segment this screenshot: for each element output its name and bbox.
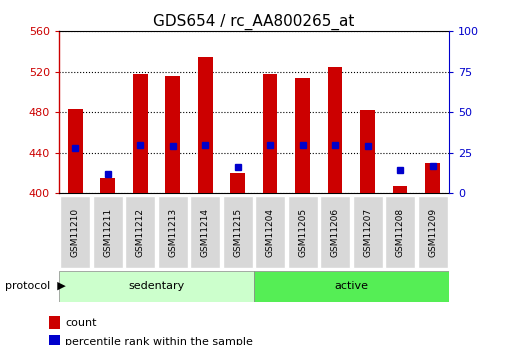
- FancyBboxPatch shape: [288, 196, 318, 268]
- Text: GSM11211: GSM11211: [103, 207, 112, 257]
- Bar: [133, 73, 148, 193]
- Text: active: active: [334, 282, 368, 291]
- FancyBboxPatch shape: [385, 196, 415, 268]
- FancyBboxPatch shape: [418, 196, 447, 268]
- Bar: [101, 178, 115, 193]
- FancyBboxPatch shape: [158, 196, 188, 268]
- Title: GDS654 / rc_AA800265_at: GDS654 / rc_AA800265_at: [153, 13, 354, 30]
- Text: GSM11215: GSM11215: [233, 207, 242, 257]
- Text: GSM11206: GSM11206: [331, 207, 340, 257]
- Bar: [328, 67, 343, 193]
- Bar: [68, 109, 83, 193]
- Text: sedentary: sedentary: [128, 282, 185, 291]
- Text: GSM11207: GSM11207: [363, 207, 372, 257]
- FancyBboxPatch shape: [353, 196, 383, 268]
- FancyBboxPatch shape: [125, 196, 155, 268]
- Text: GSM11209: GSM11209: [428, 207, 437, 257]
- Bar: [360, 110, 375, 193]
- Text: GSM11205: GSM11205: [298, 207, 307, 257]
- FancyBboxPatch shape: [93, 196, 123, 268]
- Bar: [49, 316, 61, 329]
- Text: GSM11213: GSM11213: [168, 207, 177, 257]
- Bar: [263, 73, 278, 193]
- FancyBboxPatch shape: [61, 196, 90, 268]
- Text: percentile rank within the sample: percentile rank within the sample: [66, 337, 253, 345]
- Bar: [425, 163, 440, 193]
- FancyBboxPatch shape: [190, 196, 220, 268]
- Text: GSM11210: GSM11210: [71, 207, 80, 257]
- Bar: [165, 76, 180, 193]
- FancyBboxPatch shape: [320, 196, 350, 268]
- Text: GSM11212: GSM11212: [136, 207, 145, 257]
- Text: GSM11204: GSM11204: [266, 207, 274, 257]
- FancyBboxPatch shape: [223, 196, 252, 268]
- Text: GSM11208: GSM11208: [396, 207, 405, 257]
- Text: protocol  ▶: protocol ▶: [5, 282, 66, 291]
- Bar: [393, 186, 407, 193]
- Bar: [198, 57, 212, 193]
- Bar: [230, 173, 245, 193]
- Bar: [49, 335, 61, 345]
- FancyBboxPatch shape: [255, 196, 285, 268]
- FancyBboxPatch shape: [254, 271, 449, 302]
- Text: count: count: [66, 318, 97, 328]
- Bar: [295, 78, 310, 193]
- FancyBboxPatch shape: [59, 271, 254, 302]
- Text: GSM11214: GSM11214: [201, 207, 210, 257]
